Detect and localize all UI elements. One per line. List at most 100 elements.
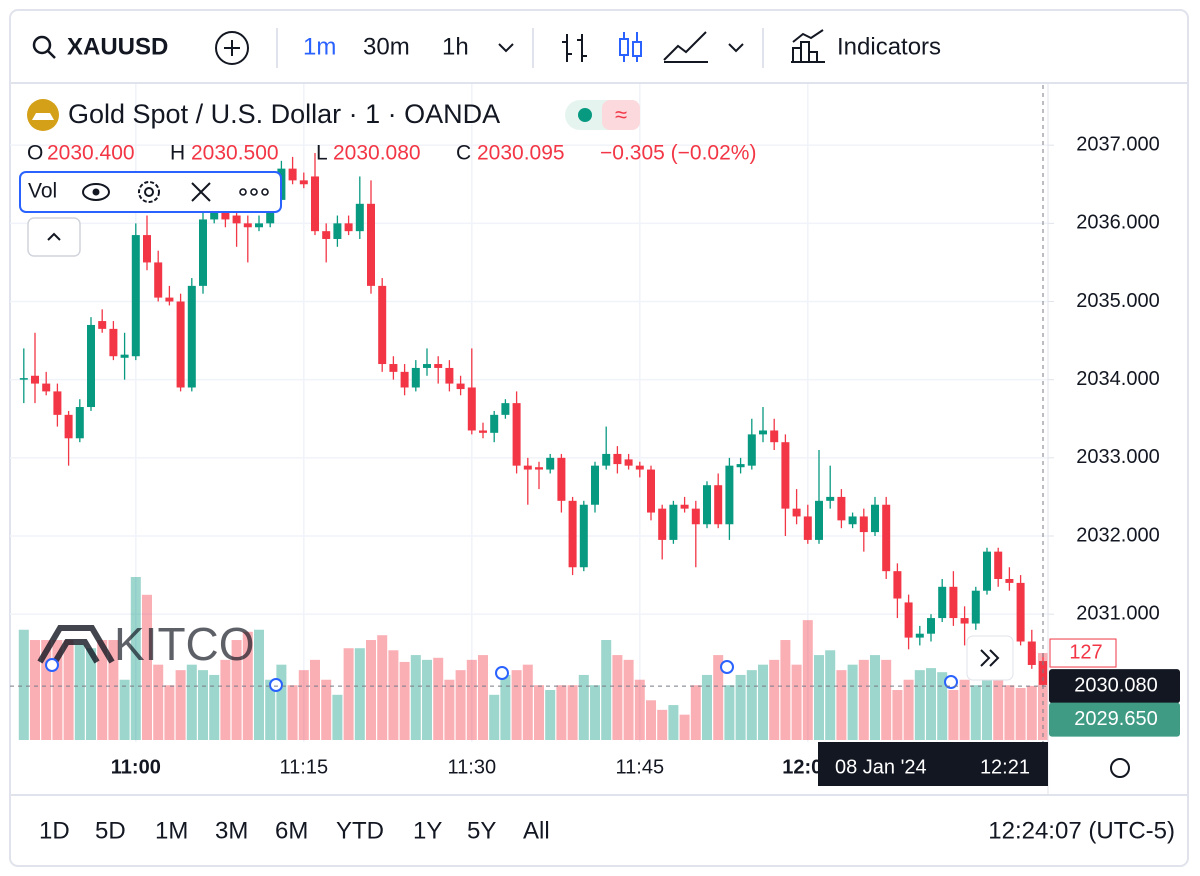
volume-bar [836, 670, 847, 740]
range-button[interactable]: 5Y [467, 817, 496, 844]
search-icon [32, 35, 52, 55]
candle-body [792, 508, 801, 517]
candle-body [288, 168, 297, 181]
range-button[interactable]: 1Y [413, 817, 442, 844]
symbol[interactable]: XAUUSD [67, 33, 168, 60]
candle-body [467, 387, 476, 431]
volume-bar [858, 659, 869, 740]
candle-body [635, 465, 644, 470]
interval[interactable]: 1m [303, 33, 336, 60]
candle-body [501, 403, 510, 415]
status-icon: ≈ [615, 102, 627, 127]
indicator-name: Vol [28, 180, 57, 203]
candle-body [120, 354, 129, 358]
volume-bar [735, 674, 746, 740]
close-icon[interactable] [191, 182, 211, 202]
interval[interactable]: 1h [442, 33, 469, 60]
area-icon[interactable] [663, 31, 708, 63]
candles-icon [632, 41, 642, 57]
volume-bar [63, 640, 74, 740]
candle-body [736, 464, 745, 468]
event-marker[interactable] [495, 666, 509, 680]
y-tick-label: 2034.000 [1076, 368, 1159, 390]
legend-key: H [170, 142, 185, 165]
event-marker[interactable] [720, 660, 734, 674]
add-icon [224, 40, 240, 56]
axis-settings[interactable] [1110, 758, 1130, 778]
candle-body [591, 465, 599, 505]
volume-bar [86, 648, 96, 740]
volume-bar [724, 685, 735, 740]
range-button[interactable]: 6M [275, 817, 308, 844]
candle-body [367, 203, 375, 286]
indicator-legend[interactable] [19, 171, 282, 213]
volume-bar [444, 679, 455, 740]
candle-body [647, 469, 655, 513]
chevron[interactable] [728, 43, 744, 53]
legend-change: −0.305 (−0.02%) [600, 142, 756, 165]
volume-bar [993, 679, 1004, 740]
volume-bar [511, 670, 522, 740]
candle-body [557, 457, 566, 501]
candle-body [669, 504, 678, 540]
candle-body [613, 453, 622, 465]
candle-body [535, 467, 543, 470]
volume-bar [892, 690, 903, 740]
volume-bar [399, 661, 410, 740]
volume-bar [634, 679, 645, 740]
more-icon[interactable] [239, 188, 269, 196]
x-tick-label: 11:30 [448, 756, 497, 778]
range-button[interactable]: 3M [215, 817, 248, 844]
candle-body [691, 508, 700, 525]
volume-bar [276, 664, 287, 740]
event-marker[interactable] [269, 678, 283, 692]
volume-bar [410, 655, 421, 740]
price-marker [1049, 702, 1180, 737]
volume-bar [825, 650, 836, 740]
watermark: KITCO [37, 618, 255, 670]
indicators[interactable]: Indicators [837, 33, 941, 60]
candle-body [848, 516, 857, 525]
volume-bar [847, 664, 858, 740]
bars-icon[interactable] [562, 34, 587, 62]
candle-body [131, 235, 140, 357]
event-marker[interactable] [45, 658, 59, 672]
candle-body [994, 551, 1003, 579]
range-button[interactable]: 1D [39, 817, 70, 844]
chevron[interactable] [498, 43, 514, 53]
volume-bar [18, 629, 29, 740]
y-tick-label: 2035.000 [1076, 290, 1159, 312]
clock: 12:24:07 (UTC-5) [988, 817, 1175, 844]
volume-bar [108, 640, 119, 740]
plot [10, 84, 1048, 742]
legend-key: O [27, 142, 43, 165]
candle-body [109, 328, 118, 357]
add-symbol[interactable] [215, 31, 249, 65]
volume-bar [881, 659, 892, 740]
interval[interactable]: 30m [363, 33, 410, 60]
legend-value: 2030.500 [191, 142, 279, 165]
volume-bar [646, 700, 656, 740]
candle-body [658, 508, 667, 540]
candle-body [1027, 641, 1036, 665]
settings-icon[interactable] [138, 181, 160, 203]
range-button[interactable]: 5D [95, 817, 126, 844]
range-button[interactable]: All [523, 817, 550, 844]
candle-body [221, 211, 230, 220]
candle-body [815, 500, 823, 540]
price-marker [1049, 669, 1180, 704]
candle-body [725, 465, 734, 525]
eye-icon[interactable] [82, 183, 110, 201]
crosshair-date: 08 Jan '24 [835, 756, 927, 778]
collapse-button[interactable] [27, 217, 81, 257]
range-button[interactable]: 1M [155, 817, 188, 844]
y-tick-label: 2033.000 [1076, 446, 1159, 468]
indicators-icon[interactable] [791, 29, 825, 63]
price-marker-label: 2029.650 [1074, 708, 1157, 730]
candle-body [927, 618, 935, 634]
candle-body [355, 203, 364, 232]
range-button[interactable]: YTD [336, 817, 384, 844]
event-marker[interactable] [944, 675, 958, 689]
candle-body [1016, 582, 1025, 642]
